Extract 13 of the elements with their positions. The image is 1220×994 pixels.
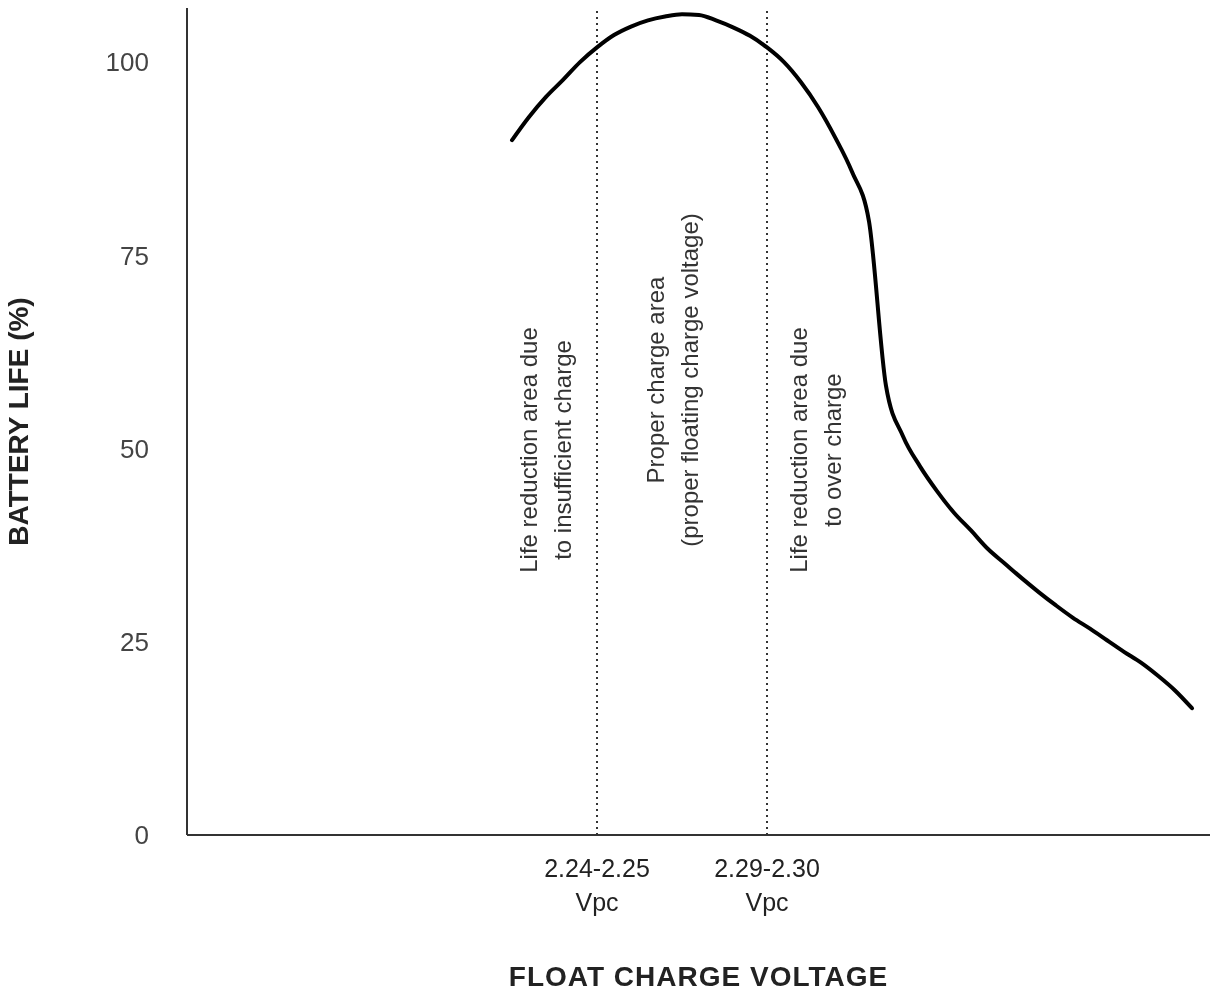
y-axis-title: BATTERY LIFE (%): [2, 297, 34, 546]
y-tick-label: 0: [134, 820, 149, 851]
annotation: Life reduction area due to insufficient charge: [515, 327, 576, 573]
y-tick-label: 100: [105, 47, 149, 78]
y-tick-label: 75: [120, 240, 149, 271]
line-series: [510, 12, 1194, 711]
annotation: Life reduction area due to over charge: [785, 327, 846, 573]
x-tick-label: 2.24-2.25 Vpc: [544, 854, 650, 916]
y-tick-label: 25: [120, 627, 149, 658]
annotation: Proper charge area (proper floating charge voltage): [642, 213, 703, 547]
x-tick-label: 2.29-2.30 Vpc: [714, 854, 820, 916]
x-axis-title: FLOAT CHARGE VOLTAGE: [508, 961, 889, 992]
y-tick-label: 50: [120, 433, 149, 464]
